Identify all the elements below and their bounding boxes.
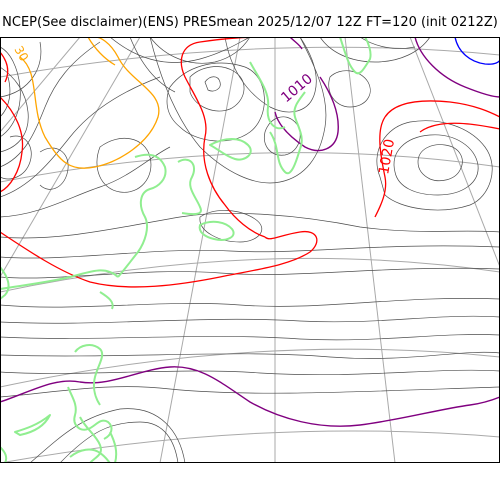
isobar-1010 (0, 366, 500, 427)
longitude-line (0, 37, 141, 278)
isobar-1020 (0, 51, 9, 83)
isobar (319, 37, 431, 63)
isobar (224, 37, 317, 113)
coastline-segment (177, 158, 202, 216)
isobar (264, 116, 301, 156)
coastline-segment (339, 37, 372, 75)
isobar-1020 (419, 122, 500, 133)
isobar (0, 386, 500, 398)
isobar (0, 146, 171, 218)
isobar (0, 76, 11, 118)
latitude-line (0, 152, 500, 183)
coastline-segment (117, 153, 167, 278)
isobar (0, 213, 500, 239)
isobar (199, 210, 262, 243)
isobars-thin (0, 37, 500, 463)
coastline-segment (79, 416, 102, 463)
coastline-segment (99, 291, 114, 310)
coastline-segment (293, 91, 306, 150)
isobar (59, 421, 179, 463)
isobar (204, 76, 221, 92)
isobar (166, 62, 265, 142)
isobars-1020 (0, 37, 500, 288)
coastline-segment (109, 431, 118, 463)
isobar (376, 120, 493, 211)
isobar (0, 41, 42, 98)
isobar (96, 138, 152, 193)
coastline-segment (209, 138, 252, 161)
pressure-map: 30 1020 1010 (0, 37, 500, 463)
isobar (0, 66, 29, 153)
isobar-1020 (384, 100, 500, 118)
coastline (0, 37, 372, 463)
isobar (417, 144, 463, 182)
isobar (109, 37, 251, 63)
isobar-low (454, 37, 500, 65)
coastline-segment (269, 131, 301, 175)
isobar (29, 408, 186, 463)
coastline-segment (69, 448, 111, 463)
isobar (328, 70, 371, 108)
coastline-segment (249, 61, 286, 130)
isobar (129, 37, 176, 93)
coastline-segment (0, 269, 119, 290)
coastline-segment (0, 446, 8, 463)
isobar (0, 334, 500, 341)
isobar (0, 76, 161, 198)
coastline-segment (74, 344, 104, 406)
isobar (39, 147, 69, 190)
isobar (0, 298, 500, 308)
isobar-1010 (414, 37, 500, 98)
coastline-segment (198, 220, 235, 241)
longitude-line (409, 37, 500, 268)
isobars-1010 (0, 37, 500, 427)
isobar (0, 369, 500, 376)
isobar (149, 37, 251, 64)
isobar-1020 (0, 96, 24, 193)
coastline-segment (14, 414, 51, 436)
isobar (149, 37, 327, 184)
isobar (359, 37, 416, 49)
longitude-line (344, 37, 396, 463)
isobar (0, 41, 101, 168)
isobar-1020 (0, 230, 318, 288)
isobar (393, 134, 479, 196)
isobar-1010 (289, 37, 303, 50)
map-title: NCEP(See disclaimer)(ENS) PRESmean 2025/… (2, 15, 498, 30)
isobar-1010 (274, 76, 339, 152)
isobar (0, 267, 500, 279)
isobar (189, 66, 245, 112)
latitude-line (0, 257, 500, 293)
latitude-line (0, 430, 500, 463)
contour-label: 1020 (376, 138, 398, 176)
contour-label: 1010 (278, 71, 316, 106)
isobar-1030 (19, 37, 160, 169)
isobar (0, 351, 500, 359)
contour-label: 30 (11, 44, 31, 64)
isobar (0, 245, 500, 259)
isobar-1020 (374, 116, 387, 218)
isobar (0, 315, 500, 324)
longitude-line (0, 37, 81, 133)
isobar-1020 (180, 37, 266, 238)
isobar-1030 (87, 37, 116, 66)
coastline-segment (0, 266, 10, 300)
